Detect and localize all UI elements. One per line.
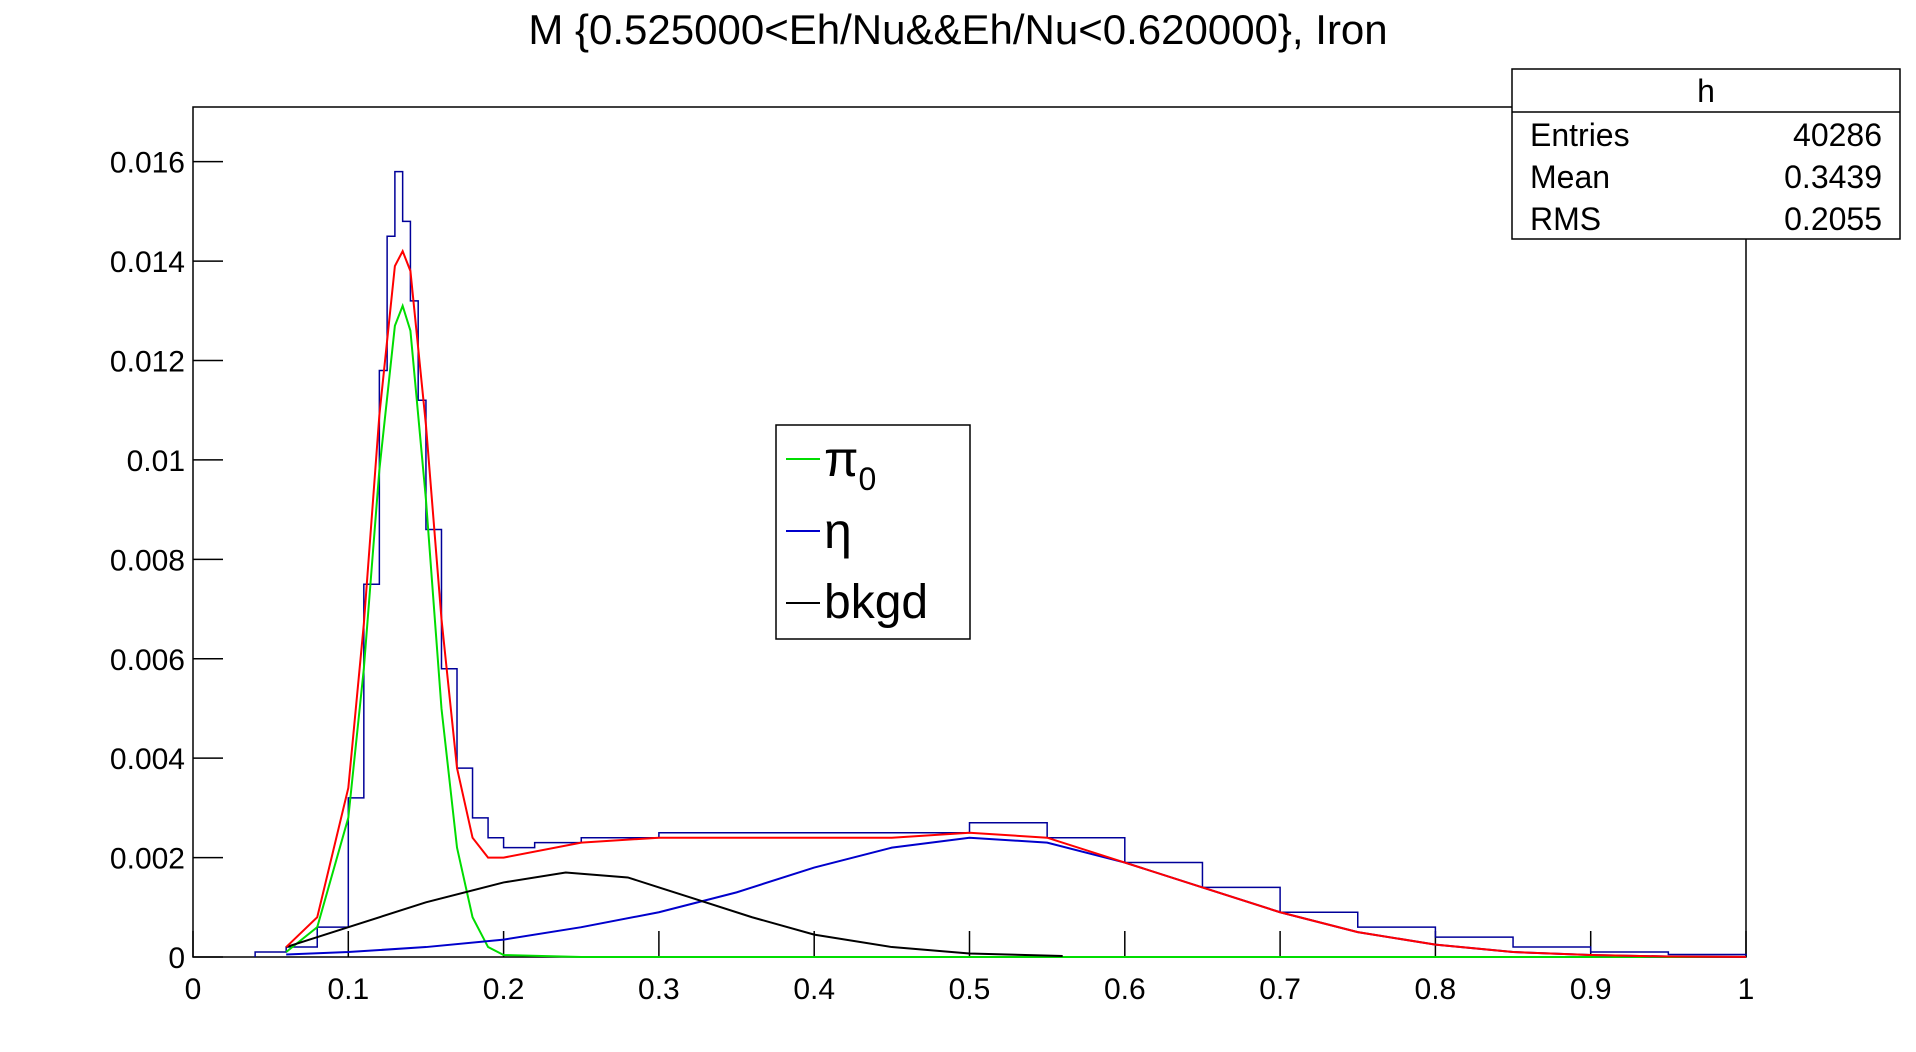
- x-axis: 0 0.1 0.2 0.3 0.4 0.5 0.6 0.7 0.8 0.9 1: [185, 931, 1755, 1006]
- stats-box-frame: [1511, 68, 1901, 240]
- x-tick-label: 1: [1738, 973, 1755, 1006]
- legend: π0 η bkgd: [775, 424, 971, 640]
- histogram-line: [254, 170, 1747, 957]
- stats-label-rms: RMS: [1530, 201, 1601, 237]
- x-tick-label: 0.3: [638, 973, 680, 1006]
- x-tick-label: 0.9: [1570, 973, 1612, 1006]
- data-layer: [254, 170, 1747, 958]
- x-tick-label: 0.7: [1259, 973, 1301, 1006]
- y-tick-label: 0.008: [110, 544, 185, 577]
- legend-label-bkgd: bkgd: [824, 576, 928, 629]
- series-line---0: [285, 302, 1746, 958]
- stats-value-mean: 0.3439: [1784, 159, 1882, 195]
- y-tick-label: 0.006: [110, 644, 185, 677]
- legend-label-pi0-sub: 0: [859, 461, 877, 497]
- y-tick-label: 0.002: [110, 843, 185, 876]
- y-tick-label: 0.016: [110, 147, 185, 180]
- x-tick-label: 0.8: [1415, 973, 1457, 1006]
- y-axis: 0 0.002 0.004 0.006 0.008 0.01 0.012 0.014 0.016: [110, 147, 223, 975]
- y-tick-label: 0.01: [127, 445, 185, 478]
- x-tick-label: 0: [185, 973, 202, 1006]
- series-line---1: [286, 836, 1747, 958]
- x-tick-label: 0.2: [483, 973, 525, 1006]
- x-tick-label: 0.4: [793, 973, 835, 1006]
- stats-box: h Entries 40286 Mean 0.3439 RMS 0.2055: [1511, 68, 1901, 240]
- series-line-bkgd-2: [285, 871, 1063, 958]
- y-tick-label: 0: [168, 942, 185, 975]
- legend-label-pi0-main: π: [824, 431, 859, 487]
- y-tick-label: 0.004: [110, 743, 185, 776]
- chart-title: M {0.525000<Eh/Nu&&Eh/Nu<0.620000}, Iron: [528, 6, 1387, 53]
- y-tick-label: 0.012: [110, 346, 185, 379]
- stats-label-entries: Entries: [1530, 117, 1630, 153]
- x-tick-label: 0.1: [327, 973, 369, 1006]
- legend-label-pi0: π0: [824, 431, 876, 497]
- x-tick-label: 0.5: [949, 973, 991, 1006]
- stats-value-rms: 0.2055: [1784, 201, 1882, 237]
- y-tick-label: 0.014: [110, 246, 185, 279]
- legend-label-eta: η: [824, 503, 852, 559]
- series-line-total-fit-3: [285, 248, 1747, 958]
- x-tick-label: 0.6: [1104, 973, 1146, 1006]
- stats-label-mean: Mean: [1530, 159, 1610, 195]
- stats-value-entries: 40286: [1793, 117, 1882, 153]
- stats-box-title: h: [1697, 73, 1715, 109]
